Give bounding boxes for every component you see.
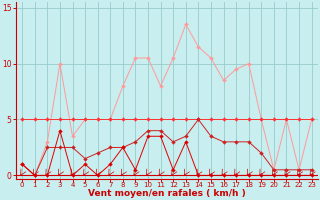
X-axis label: Vent moyen/en rafales ( km/h ): Vent moyen/en rafales ( km/h ) — [88, 189, 246, 198]
